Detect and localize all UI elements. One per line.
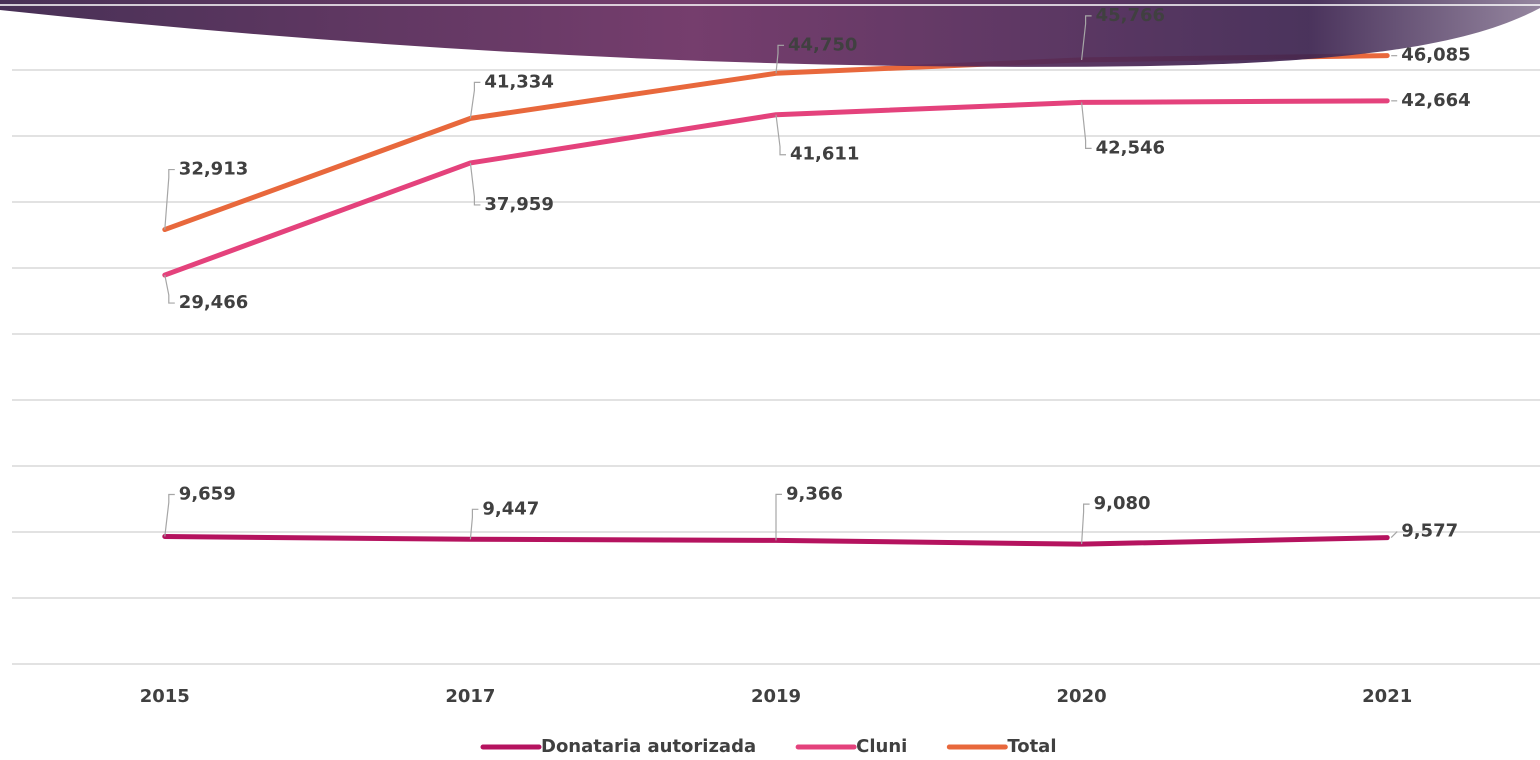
leader-line bbox=[469, 162, 481, 206]
leader-line bbox=[775, 493, 782, 541]
x-tick-label: 2017 bbox=[445, 686, 495, 707]
data-label: 32,913 bbox=[179, 159, 248, 180]
leader-line bbox=[1390, 531, 1398, 539]
data-label: 45,766 bbox=[1096, 5, 1165, 26]
series-line bbox=[162, 53, 1390, 233]
leader-line bbox=[469, 508, 479, 540]
leader-line bbox=[1081, 15, 1092, 60]
leader-line bbox=[164, 493, 175, 537]
data-label: 9,577 bbox=[1401, 521, 1458, 542]
data-label: 9,366 bbox=[786, 483, 843, 504]
data-label: 41,611 bbox=[790, 144, 859, 165]
data-label: 41,334 bbox=[484, 71, 553, 92]
leader-line bbox=[1081, 503, 1090, 545]
data-label: 9,447 bbox=[482, 498, 539, 519]
banner bbox=[0, 0, 1540, 67]
data-label: 9,080 bbox=[1094, 493, 1151, 514]
leader-line bbox=[775, 114, 786, 156]
legend-label: Total bbox=[1007, 736, 1056, 757]
data-label: 42,664 bbox=[1401, 90, 1470, 111]
data-label: 29,466 bbox=[179, 292, 248, 313]
data-label: 9,659 bbox=[179, 484, 236, 505]
data-label: 37,959 bbox=[484, 194, 553, 215]
data-label: 42,546 bbox=[1096, 137, 1165, 158]
leader-line bbox=[164, 168, 175, 230]
data-label: 44,750 bbox=[788, 34, 857, 55]
leader-line bbox=[164, 274, 175, 304]
x-tick-label: 2019 bbox=[751, 686, 801, 707]
legend-label: Cluni bbox=[856, 736, 907, 757]
x-tick-label: 2020 bbox=[1057, 686, 1107, 707]
x-tick-label: 2015 bbox=[140, 686, 190, 707]
data-label: 46,085 bbox=[1401, 45, 1470, 66]
leader-line bbox=[469, 81, 481, 119]
legend-label: Donataria autorizada bbox=[541, 736, 756, 757]
leader-line bbox=[1081, 102, 1092, 149]
leader-line bbox=[775, 44, 784, 74]
x-tick-label: 2021 bbox=[1362, 686, 1412, 707]
series-line bbox=[162, 98, 1390, 278]
